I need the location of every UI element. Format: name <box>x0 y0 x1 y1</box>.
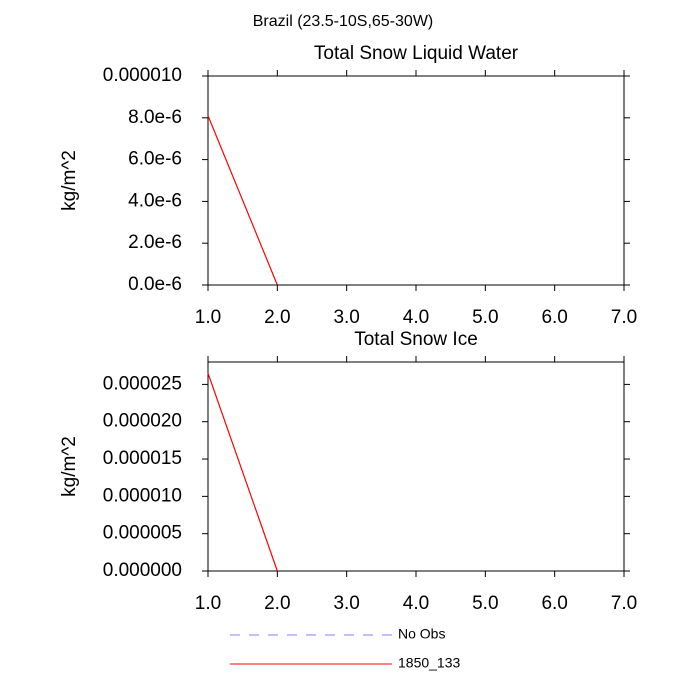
x-tick-label: 4.0 <box>403 593 429 614</box>
y-tick-label: 8.0e-6 <box>128 107 182 128</box>
data-line <box>207 372 278 572</box>
legend-label: 1850_133 <box>398 655 461 671</box>
x-tick-label: 4.0 <box>403 307 429 328</box>
y-tick-label: 0.000025 <box>103 373 182 394</box>
figure-title: Brazil (23.5-10S,65-30W) <box>253 13 434 30</box>
y-axis-label: kg/m^2 <box>59 436 80 497</box>
legend-label: No Obs <box>398 626 445 642</box>
x-tick-label: 1.0 <box>195 593 221 614</box>
y-tick-label: 0.0e-6 <box>128 274 182 295</box>
y-axis-label: kg/m^2 <box>59 150 80 211</box>
y-tick-label: 4.0e-6 <box>128 190 182 211</box>
x-tick-label: 5.0 <box>472 307 498 328</box>
x-tick-label: 2.0 <box>264 593 290 614</box>
x-tick-label: 7.0 <box>611 307 637 328</box>
y-tick-label: 0.000000 <box>103 560 182 581</box>
x-tick-label: 5.0 <box>472 593 498 614</box>
x-tick-label: 3.0 <box>333 307 359 328</box>
x-tick-label: 3.0 <box>333 593 359 614</box>
x-tick-label: 7.0 <box>611 593 637 614</box>
y-tick-label: 6.0e-6 <box>128 149 182 170</box>
chart-title: Total Snow Liquid Water <box>314 43 519 64</box>
x-tick-label: 2.0 <box>264 307 290 328</box>
x-tick-label: 6.0 <box>541 593 567 614</box>
y-tick-label: 0.000005 <box>103 523 182 544</box>
plot-frame <box>207 361 625 572</box>
y-tick-label: 0.000010 <box>103 485 182 506</box>
y-tick-label: 2.0e-6 <box>128 232 182 253</box>
chart-title: Total Snow Ice <box>354 329 478 350</box>
y-tick-label: 0.000010 <box>103 65 182 86</box>
y-tick-label: 0.000020 <box>103 411 182 432</box>
y-tick-label: 0.000015 <box>103 448 182 469</box>
x-tick-label: 6.0 <box>541 307 567 328</box>
data-line <box>207 115 278 286</box>
x-tick-label: 1.0 <box>195 307 221 328</box>
plot-frame <box>207 75 625 286</box>
